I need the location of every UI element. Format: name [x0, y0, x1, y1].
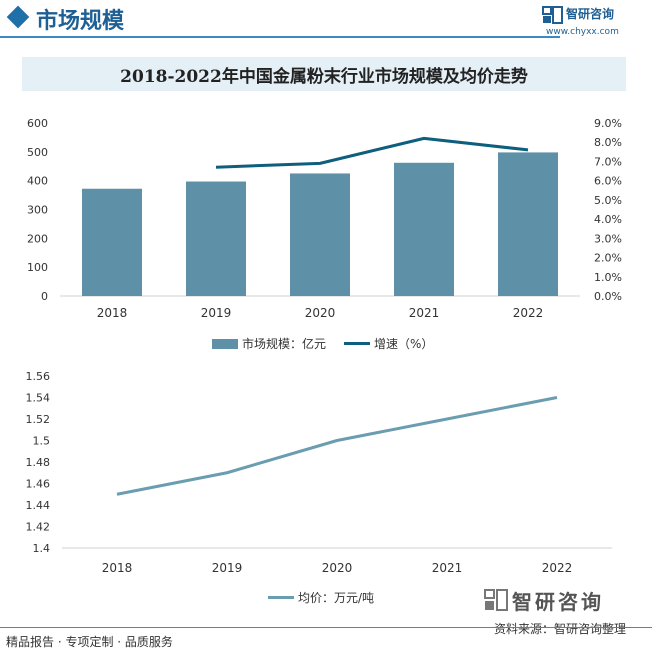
legend-line-swatch: [344, 342, 371, 345]
logo-mark-icon: [542, 6, 563, 24]
chart2-y-tick-label: 1.52: [26, 413, 51, 426]
chart1-y-tick-label: 500: [27, 146, 48, 159]
chart1-legend: 市场规模：亿元 增速（%）: [212, 335, 433, 352]
chart1-y-tick-label: 300: [27, 204, 48, 217]
chart1-x-tick-label: 2021: [409, 306, 440, 320]
chart2-x-tick-label: 2019: [212, 561, 243, 575]
source-block: 智研咨询 资料来源：智研咨询整理: [484, 588, 644, 638]
chart1-y-tick-label: 600: [27, 117, 48, 130]
footer-slogan: 精品报告 · 专项定制 · 品质服务: [6, 635, 173, 649]
legend-bar-swatch: [212, 338, 238, 349]
chart2-y-tick-label: 1.56: [26, 370, 51, 383]
footer-rule: [0, 627, 652, 628]
chart1-y2-tick-label: 4.0%: [594, 213, 622, 226]
chart1-y2-tick-label: 0.0%: [594, 290, 622, 303]
chart1-x-tick-label: 2019: [201, 306, 232, 320]
legend-bar-label: 市场规模：亿元: [242, 337, 327, 351]
source-brand: 智研咨询: [512, 590, 604, 614]
chart1-y-tick-label: 0: [41, 290, 48, 303]
chart1-bar: [186, 181, 246, 296]
legend-line-label: 增速（%）: [374, 337, 434, 351]
chart2-x-tick-label: 2020: [322, 561, 353, 575]
page-header: 市场规模 智研咨询 www.chyxx.com: [0, 0, 652, 46]
brand-logo: 智研咨询 www.chyxx.com: [542, 3, 638, 43]
source-text: 资料来源：智研咨询整理: [494, 622, 627, 636]
chart1-bar: [82, 188, 142, 296]
source-logo-icon: [484, 589, 508, 611]
chart2-y-tick-label: 1.54: [26, 392, 51, 405]
chart1-growth-line: [215, 136, 529, 169]
chart2-x-tick-label: 2021: [432, 561, 463, 575]
chart2-y-tick-label: 1.42: [26, 521, 51, 534]
chart1-y-tick-label: 100: [27, 261, 48, 274]
chart1-y2-tick-label: 2.0%: [594, 252, 622, 265]
chart2-price-line: [116, 396, 558, 496]
legend-price-swatch: [268, 596, 294, 599]
chart1-y2-tick-label: 6.0%: [594, 175, 622, 188]
chart1-y2-tick-label: 3.0%: [594, 232, 622, 245]
chart2-y-tick-label: 1.44: [26, 499, 51, 512]
chart1-y2-tick-label: 9.0%: [594, 117, 622, 130]
header-rule: [0, 36, 560, 38]
chart2-y-tick-label: 1.5: [33, 435, 51, 448]
chart2-y-tick-label: 1.4: [33, 542, 51, 555]
chart1-y2-tick-label: 7.0%: [594, 155, 622, 168]
section-title: 市场规模: [36, 9, 125, 34]
legend-price-label: 均价：万元/吨: [298, 591, 375, 605]
chart1-y2-tick-label: 5.0%: [594, 194, 622, 207]
chart1-y-tick-label: 400: [27, 175, 48, 188]
chart2-legend: 均价：万元/吨: [268, 589, 374, 606]
chart1-bar: [498, 152, 558, 296]
logo-url: www.chyxx.com: [546, 27, 619, 37]
chart1-y-tick-label: 200: [27, 232, 48, 245]
chart2-y-tick-label: 1.48: [26, 456, 51, 469]
logo-name: 智研咨询: [566, 7, 615, 21]
chart1-bar: [290, 173, 350, 296]
chart1-x-tick-label: 2018: [97, 306, 128, 320]
chart2-x-tick-label: 2022: [542, 561, 573, 575]
chart1-y2-tick-label: 1.0%: [594, 271, 622, 284]
chart2-y-tick-label: 1.46: [26, 478, 51, 491]
chart1-x-tick-label: 2022: [513, 306, 544, 320]
chart1-x-tick-label: 2020: [305, 306, 336, 320]
chart2-x-tick-label: 2018: [102, 561, 133, 575]
chart-title: 2018-2022年中国金属粉末行业市场规模及均价走势: [22, 57, 626, 91]
chart1-bar: [394, 162, 454, 296]
chart1-y2-tick-label: 8.0%: [594, 136, 622, 149]
